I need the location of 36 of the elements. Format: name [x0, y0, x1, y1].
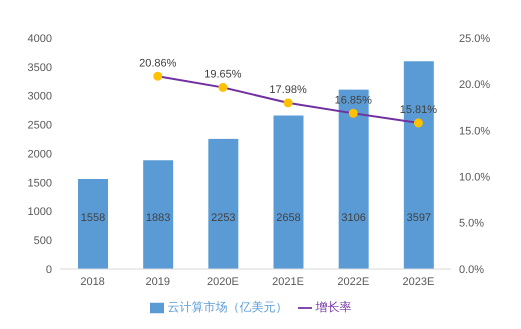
bar: [274, 116, 304, 269]
data-label: 17.98%: [269, 84, 307, 96]
data-label: 19.65%: [204, 68, 242, 80]
y-tick-label: 2000: [28, 148, 52, 160]
y-tick-label: 3500: [28, 62, 52, 74]
x-tick-label: 2019: [146, 276, 170, 288]
y-tick-label: 1500: [28, 177, 52, 190]
y2-tick-label: 0.0%: [459, 264, 484, 276]
x-tick-label: 2022E: [337, 276, 370, 288]
x-tick-label: 2023E: [402, 276, 434, 288]
data-label: 3106: [341, 212, 366, 224]
y-tick-label: 2500: [28, 120, 52, 132]
data-label: 3597: [406, 212, 432, 224]
y2-tick-label: 15.0%: [459, 125, 490, 138]
x-tick-label: 2018: [80, 276, 105, 288]
data-label: 2658: [276, 212, 301, 224]
y-tick-label: 1000: [28, 206, 52, 218]
data-label: 1558: [80, 212, 106, 224]
y-tick-label: 0: [46, 264, 52, 276]
x-tick-label: 2020E: [207, 276, 239, 288]
y2-tick-label: 20.0%: [459, 79, 490, 92]
data-label: 1883: [146, 212, 170, 224]
y2-tick-label: 5.0%: [459, 218, 484, 230]
y2-tick-label: 25.0%: [459, 32, 490, 45]
x-tick-label: 2021E: [272, 276, 304, 288]
y2-tick-label: 10.0%: [459, 172, 490, 184]
bar: [143, 160, 174, 269]
bar: [208, 138, 238, 269]
legend-label: 云计算市场（亿美元）: [168, 300, 288, 314]
bar: [78, 179, 108, 269]
data-label: 2253: [211, 212, 236, 224]
y-tick-label: 500: [34, 235, 52, 248]
y-tick-label: 4000: [28, 32, 52, 45]
y-tick-label: 3000: [28, 90, 52, 103]
data-label: 20.86%: [139, 57, 177, 70]
legend-label: 增长率: [316, 300, 352, 314]
